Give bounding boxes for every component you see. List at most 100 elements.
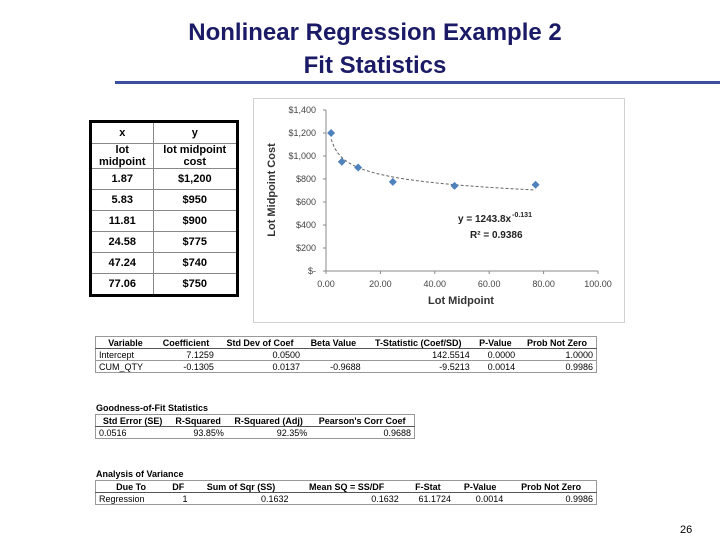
table-cell: $950 [152,189,239,211]
table-cell: 0.0516 [95,426,170,439]
table-cell: $1,200 [152,168,239,190]
x-tick-label: 40.00 [424,279,447,289]
header-cell: Beta Value [302,336,364,349]
point [337,157,346,166]
header-cell: T-Statistic (Coef/SD) [363,336,473,349]
table-row: 77.06 $750 [90,273,239,296]
y-tick-label: $400 [296,220,316,230]
table-cell: 61.1724 [401,492,455,505]
title-rule [115,81,720,84]
x-tick-label: 20.00 [369,279,392,289]
table-row: 47.24 $740 [90,252,239,274]
trendline-exponent: -0.131 [512,212,532,219]
table-cell: -9.5213 [363,360,473,373]
table-cell: 0.9986 [518,360,597,373]
table-cell: Intercept [95,348,156,361]
y-tick-label: $1,200 [288,128,316,138]
header-cell: R-Squared [169,414,227,427]
x-axis-label: Lot Midpoint [428,295,494,307]
table-cell: 5.83 [90,189,154,211]
chart-frame [253,98,625,323]
header-cell: Due To [95,480,167,493]
goodness-table: Std Error (SE) R-Squared R-Squared (Adj) Pe… [95,414,415,439]
section-title: Goodness-of-Fit Statistics [96,403,209,413]
table-cell: 1.87 [90,168,154,190]
x-tick-label: 0.00 [317,279,335,289]
header-cell: DF [166,480,191,493]
header-row: lot midpoint lot midpoint cost [90,143,239,169]
header-cell: Std Error (SE) [95,414,170,427]
x-tick-label: 100.00 [584,279,612,289]
header-row: Variable Coefficient Std Dev of Coef Beta V… [95,336,597,349]
table-row: 11.81 $900 [90,210,239,232]
header-cell: lot midpoint [90,143,154,169]
table-cell: $900 [152,210,239,232]
slide-title: Nonlinear Regression Example 2 [188,19,562,46]
table-cell: $740 [152,252,239,274]
trendline [330,139,536,191]
header-cell: F-Stat [401,480,455,493]
table-cell: 0.1632 [291,492,402,505]
header-cell: Coefficient [155,336,217,349]
header-cell: P-Value [472,336,519,349]
y-tick-label: $800 [296,174,316,184]
header-cell: Pearson's Corr Coef [310,414,415,427]
table-row: 0.0516 93.85% 92.35% 0.9688 [95,426,415,439]
table-cell: 77.06 [90,273,154,296]
r-squared: R² = 0.9386 [470,230,523,241]
header-cell: Variable [95,336,156,349]
table-cell: 0.0014 [454,492,507,505]
header-cell: Sum of Sqr (SS) [190,480,292,493]
table-row: 24.58 $775 [90,231,239,253]
table-cell: 0.0500 [216,348,303,361]
header-cell: lot midpoint cost [152,143,239,169]
table-cell: $750 [152,273,239,296]
table-cell: 142.5514 [363,348,473,361]
table-cell: 0.0137 [216,360,303,373]
table-cell: -0.9688 [302,360,364,373]
table-row: Intercept 7.1259 0.0500 142.5514 0.0000 1.000… [95,348,597,361]
trendline-equation: y = 1243.8x [458,214,512,225]
table-cell: 92.35% [226,426,311,439]
x-tick-label: 80.00 [532,279,555,289]
y-tick-label: $200 [296,243,316,253]
header-cell: Prob Not Zero [518,336,597,349]
table-cell: CUM_QTY [95,360,156,373]
table-cell: 1.0000 [518,348,597,361]
data-table: x y lot midpoint lot midpoint cost 1.87 $1,20… [89,120,239,297]
table-cell: 0.9688 [310,426,415,439]
header-cell: Prob Not Zero [506,480,597,493]
table-cell: 0.0000 [472,348,519,361]
table-row: 1.87 $1,200 [90,168,239,190]
point [354,163,363,172]
page-number: 26 [680,524,693,536]
header-cell: Mean SQ = SS/DF [291,480,402,493]
y-tick-label: $1,400 [288,105,316,115]
point [450,181,459,190]
header-cell: P-Value [454,480,507,493]
slide-subtitle: Fit Statistics [303,52,447,79]
table-cell: 0.9986 [506,492,597,505]
point [388,177,397,186]
table-cell: 7.1259 [155,348,217,361]
x-tick-label: 60.00 [478,279,501,289]
anova-table: Due To DF Sum of Sqr (SS) Mean SQ = SS/DF F-… [95,480,597,505]
y-tick-label: $1,000 [288,151,316,161]
point [327,129,336,137]
table-cell: $775 [152,231,239,253]
chart: Lot Midpoint Cost Lot Midpoint $- $200 $40… [253,98,625,323]
table-cell: 0.1632 [190,492,292,505]
table-cell: 1 [166,492,191,505]
table-row: Regression 1 0.1632 0.1632 61.1724 0.0014 0.99… [95,492,597,505]
header-row: Std Error (SE) R-Squared R-Squared (Adj) Pe… [95,414,415,427]
point [531,180,540,189]
header-row: Due To DF Sum of Sqr (SS) Mean SQ = SS/DF F-… [95,480,597,493]
header-cell: Std Dev of Coef [216,336,303,349]
y-tick-label: $600 [296,197,316,207]
y-axis-label: Lot Midpoint Cost [266,143,278,237]
table-cell: 93.85% [169,426,227,439]
table-cell: Regression [95,492,167,505]
table-row: 5.83 $950 [90,189,239,211]
